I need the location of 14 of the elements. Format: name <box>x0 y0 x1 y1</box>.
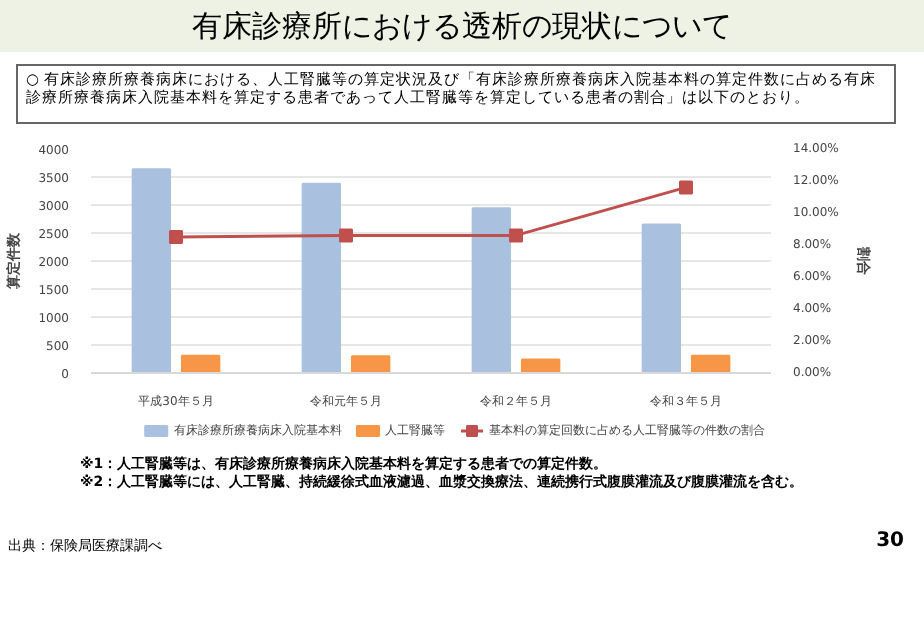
bar <box>641 223 682 373</box>
bar <box>471 207 512 373</box>
bar <box>350 355 391 373</box>
bar <box>690 354 731 373</box>
point <box>679 180 693 195</box>
text: 30 <box>876 527 904 556</box>
bar <box>520 358 561 373</box>
bar <box>180 354 221 373</box>
point <box>509 228 523 243</box>
bar <box>131 168 172 373</box>
bar <box>301 182 342 373</box>
point <box>169 230 183 244</box>
chart-title: 有床診療所における透析の現状について <box>192 6 732 48</box>
point <box>339 228 353 243</box>
